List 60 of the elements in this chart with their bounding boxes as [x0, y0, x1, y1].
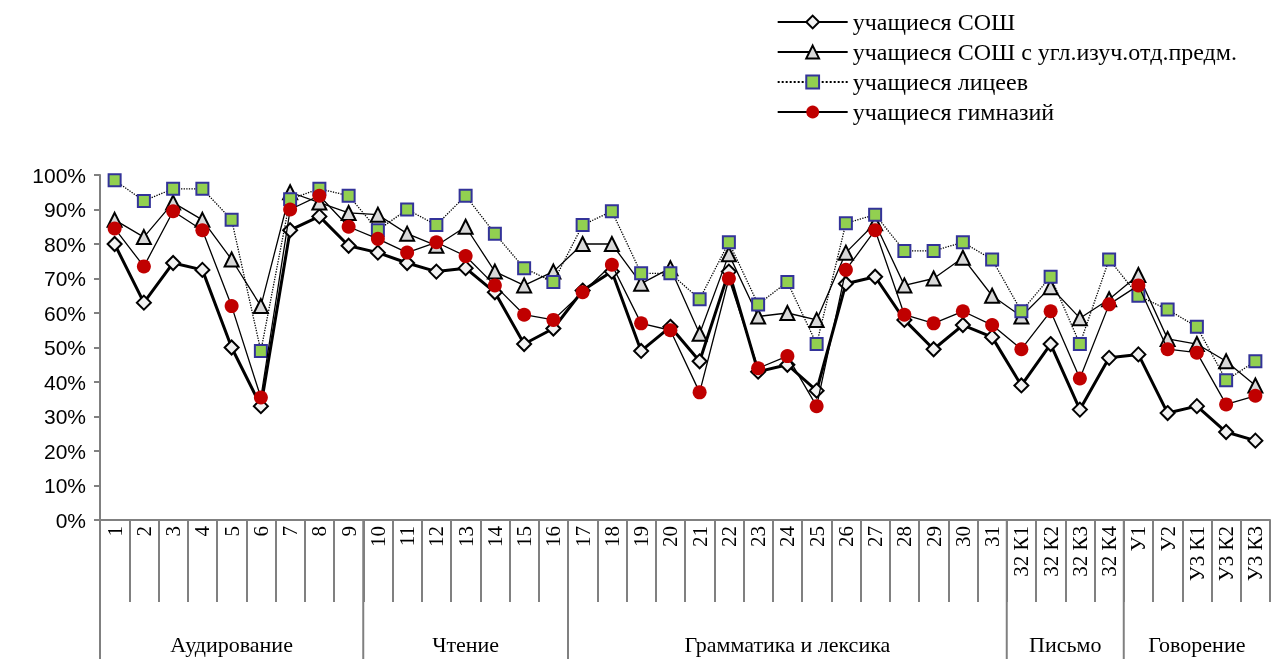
- x-tick-label: 19: [629, 526, 654, 547]
- legend-label: учащиеся СОШ: [852, 9, 1016, 35]
- x-tick-label: 27: [863, 526, 888, 547]
- text: Говорение: [1148, 631, 1246, 657]
- x-tick-label: 20: [658, 526, 683, 547]
- x-tick-label: 24: [775, 525, 800, 547]
- x-tick-label: У2: [1155, 526, 1180, 552]
- y-tick-label: 0%: [55, 508, 86, 532]
- x-tick-label: У1: [1126, 526, 1151, 552]
- legend-label: учащиеся лицеев: [852, 69, 1028, 95]
- y-tick-label: 10%: [43, 474, 86, 497]
- x-tick-label: 31: [980, 526, 1005, 547]
- x-tick-label: 6: [248, 526, 273, 537]
- x-tick-label: 5: [219, 526, 244, 537]
- x-tick-label: 15: [512, 526, 537, 547]
- y-tick-label: 60%: [43, 301, 86, 325]
- x-tick-label: 21: [687, 526, 712, 547]
- legend-label: учащиеся СОШ с угл.изуч.отд.предм.: [852, 39, 1237, 65]
- x-tick-label: 32 К4: [1097, 525, 1122, 577]
- text: Аудирование: [170, 631, 293, 657]
- x-tick-label: 11: [395, 526, 420, 547]
- x-tick-label: 9: [336, 526, 361, 537]
- x-tick-label: 12: [424, 526, 449, 547]
- y-tick-label: 20%: [43, 439, 86, 463]
- x-tick-label: 3: [161, 526, 186, 537]
- x-tick-label: 30: [950, 526, 975, 547]
- x-tick-label: 16: [541, 526, 566, 547]
- x-tick-label: 32 К3: [1067, 526, 1092, 577]
- x-tick-label: 10: [365, 526, 390, 547]
- x-tick-label: У3 К1: [1184, 526, 1209, 582]
- x-tick-label: 7: [278, 526, 303, 537]
- x-tick-label: 17: [570, 526, 595, 547]
- x-tick-label: 13: [453, 526, 478, 547]
- x-tick-label: 32 К2: [1038, 526, 1063, 577]
- legend-label: учащиеся гимназий: [852, 99, 1055, 125]
- y-tick-label: 90%: [43, 198, 86, 221]
- x-tick-label: 18: [599, 526, 624, 547]
- x-tick-label: 23: [746, 526, 771, 547]
- x-tick-label: 14: [482, 525, 507, 547]
- y-tick-label: 70%: [43, 267, 86, 290]
- x-tick-label: 1: [102, 526, 127, 537]
- x-tick-label: 22: [716, 526, 741, 547]
- x-tick-label: 28: [892, 526, 917, 547]
- x-tick-label: У3 К2: [1214, 526, 1239, 582]
- y-tick-label: 30%: [43, 405, 86, 428]
- x-tick-label: 25: [804, 526, 829, 547]
- x-tick-label: 4: [190, 525, 215, 537]
- x-tick-label: 2: [131, 526, 156, 537]
- x-tick-label: У3 К3: [1243, 526, 1268, 582]
- x-tick-label: 26: [833, 526, 858, 547]
- text: Письмо: [1029, 631, 1102, 657]
- y-tick-label: 100%: [32, 163, 86, 187]
- text: Грамматика и лексика: [684, 631, 891, 657]
- y-tick-label: 50%: [43, 336, 86, 359]
- x-tick-label: 8: [307, 526, 332, 537]
- y-tick-label: 80%: [43, 232, 86, 256]
- text: Чтение: [432, 631, 500, 657]
- x-tick-label: 29: [921, 526, 946, 547]
- y-tick-label: 40%: [43, 370, 86, 394]
- x-tick-label: 32 К1: [1009, 526, 1034, 577]
